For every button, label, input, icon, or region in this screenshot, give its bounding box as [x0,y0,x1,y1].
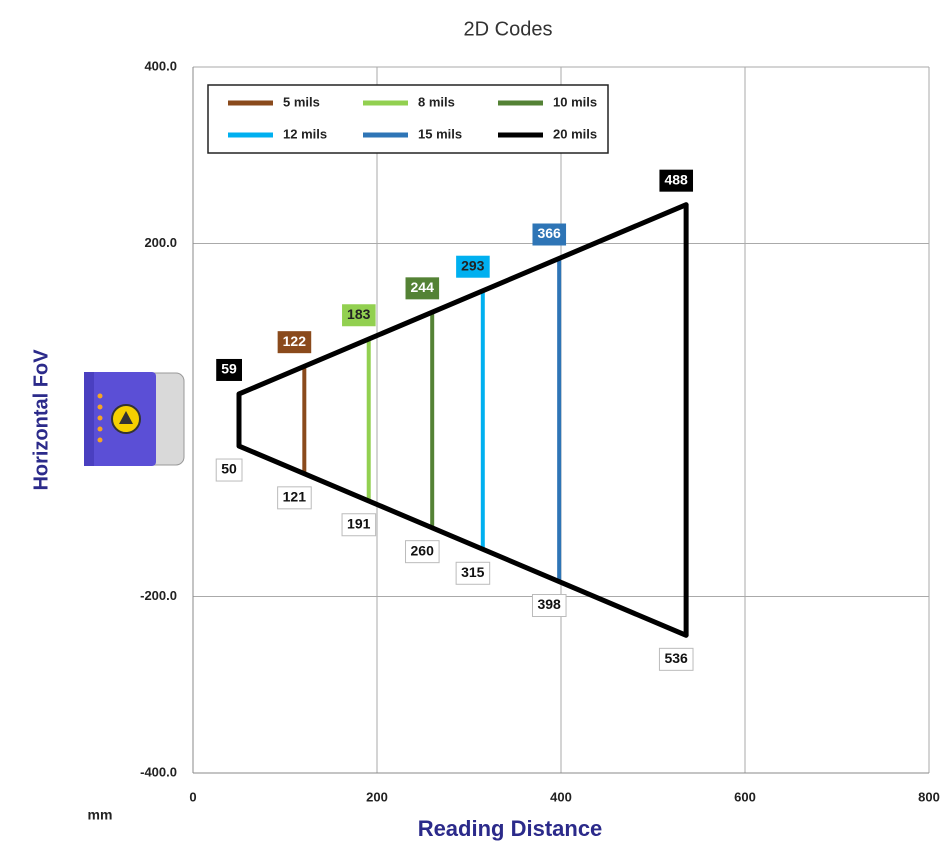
y-tick-label: -200.0 [140,588,177,603]
fov-edge [236,443,689,638]
value-label-text: 244 [411,279,435,295]
value-label: 536 [658,647,694,671]
value-label: 293 [456,255,490,278]
value-label-text: 315 [461,564,485,580]
value-label: 50 [215,458,243,482]
y-axis-label: Horizontal FoV [30,349,52,491]
legend-label: 5 mils [283,94,320,109]
label-box [215,458,243,482]
legend-label: 15 mils [418,126,462,141]
value-label: 191 [341,513,377,537]
x-tick-label: 0 [189,789,196,804]
fov-edge [236,202,689,397]
label-box [532,223,567,246]
legend-label: 20 mils [553,126,597,141]
value-label-text: 122 [283,333,307,349]
value-label-text: 121 [283,489,307,505]
value-label-text: 191 [347,515,371,531]
y-tick-label: 400.0 [144,58,177,73]
value-label: 59 [216,358,242,381]
legend: 5 mils 8 mils 10 mils 12 mils 15 mils 20 mils [207,84,609,154]
label-box [455,561,491,585]
label-box [405,277,440,300]
label-box [658,647,694,671]
value-label: 315 [455,561,491,585]
value-label: 366 [532,223,567,246]
x-tick-label: 800 [918,789,940,804]
x-tick-label: 400 [550,789,572,804]
value-label: 398 [531,593,567,617]
label-box [277,331,312,354]
label-box [659,169,694,192]
value-label-text: 293 [461,257,485,273]
label-box [456,255,490,278]
value-label: 244 [405,277,440,300]
legend-label: 12 mils [283,126,327,141]
reader-icon [84,372,185,466]
value-label-text: 536 [664,650,688,666]
value-label: 121 [277,486,312,510]
value-label: 183 [342,304,376,327]
chart-title: 2D Codes [464,18,553,40]
unit-label: mm [88,807,113,823]
x-axis-label: Reading Distance [418,816,603,841]
x-tick-label: 200 [366,789,388,804]
x-tick-label: 600 [734,789,756,804]
label-box [216,358,242,381]
value-label-text: 50 [221,461,237,477]
value-label-text: 260 [411,542,435,558]
value-label-text: 183 [347,306,371,322]
value-label-text: 59 [221,361,237,377]
value-label-text: 488 [664,171,688,187]
value-label: 260 [405,540,440,564]
label-box [405,540,440,564]
legend-box [207,84,609,154]
label-box [531,593,567,617]
legend-label: 10 mils [553,94,597,109]
y-tick-label: -400.0 [140,764,177,779]
value-label-text: 398 [537,596,561,612]
y-tick-label: 200.0 [144,235,177,250]
label-box [341,513,377,537]
label-box [342,304,376,327]
label-box [277,486,312,510]
value-label: 488 [659,169,694,192]
value-label-text: 366 [537,225,561,241]
legend-label: 8 mils [418,94,455,109]
value-label: 122 [277,331,312,354]
